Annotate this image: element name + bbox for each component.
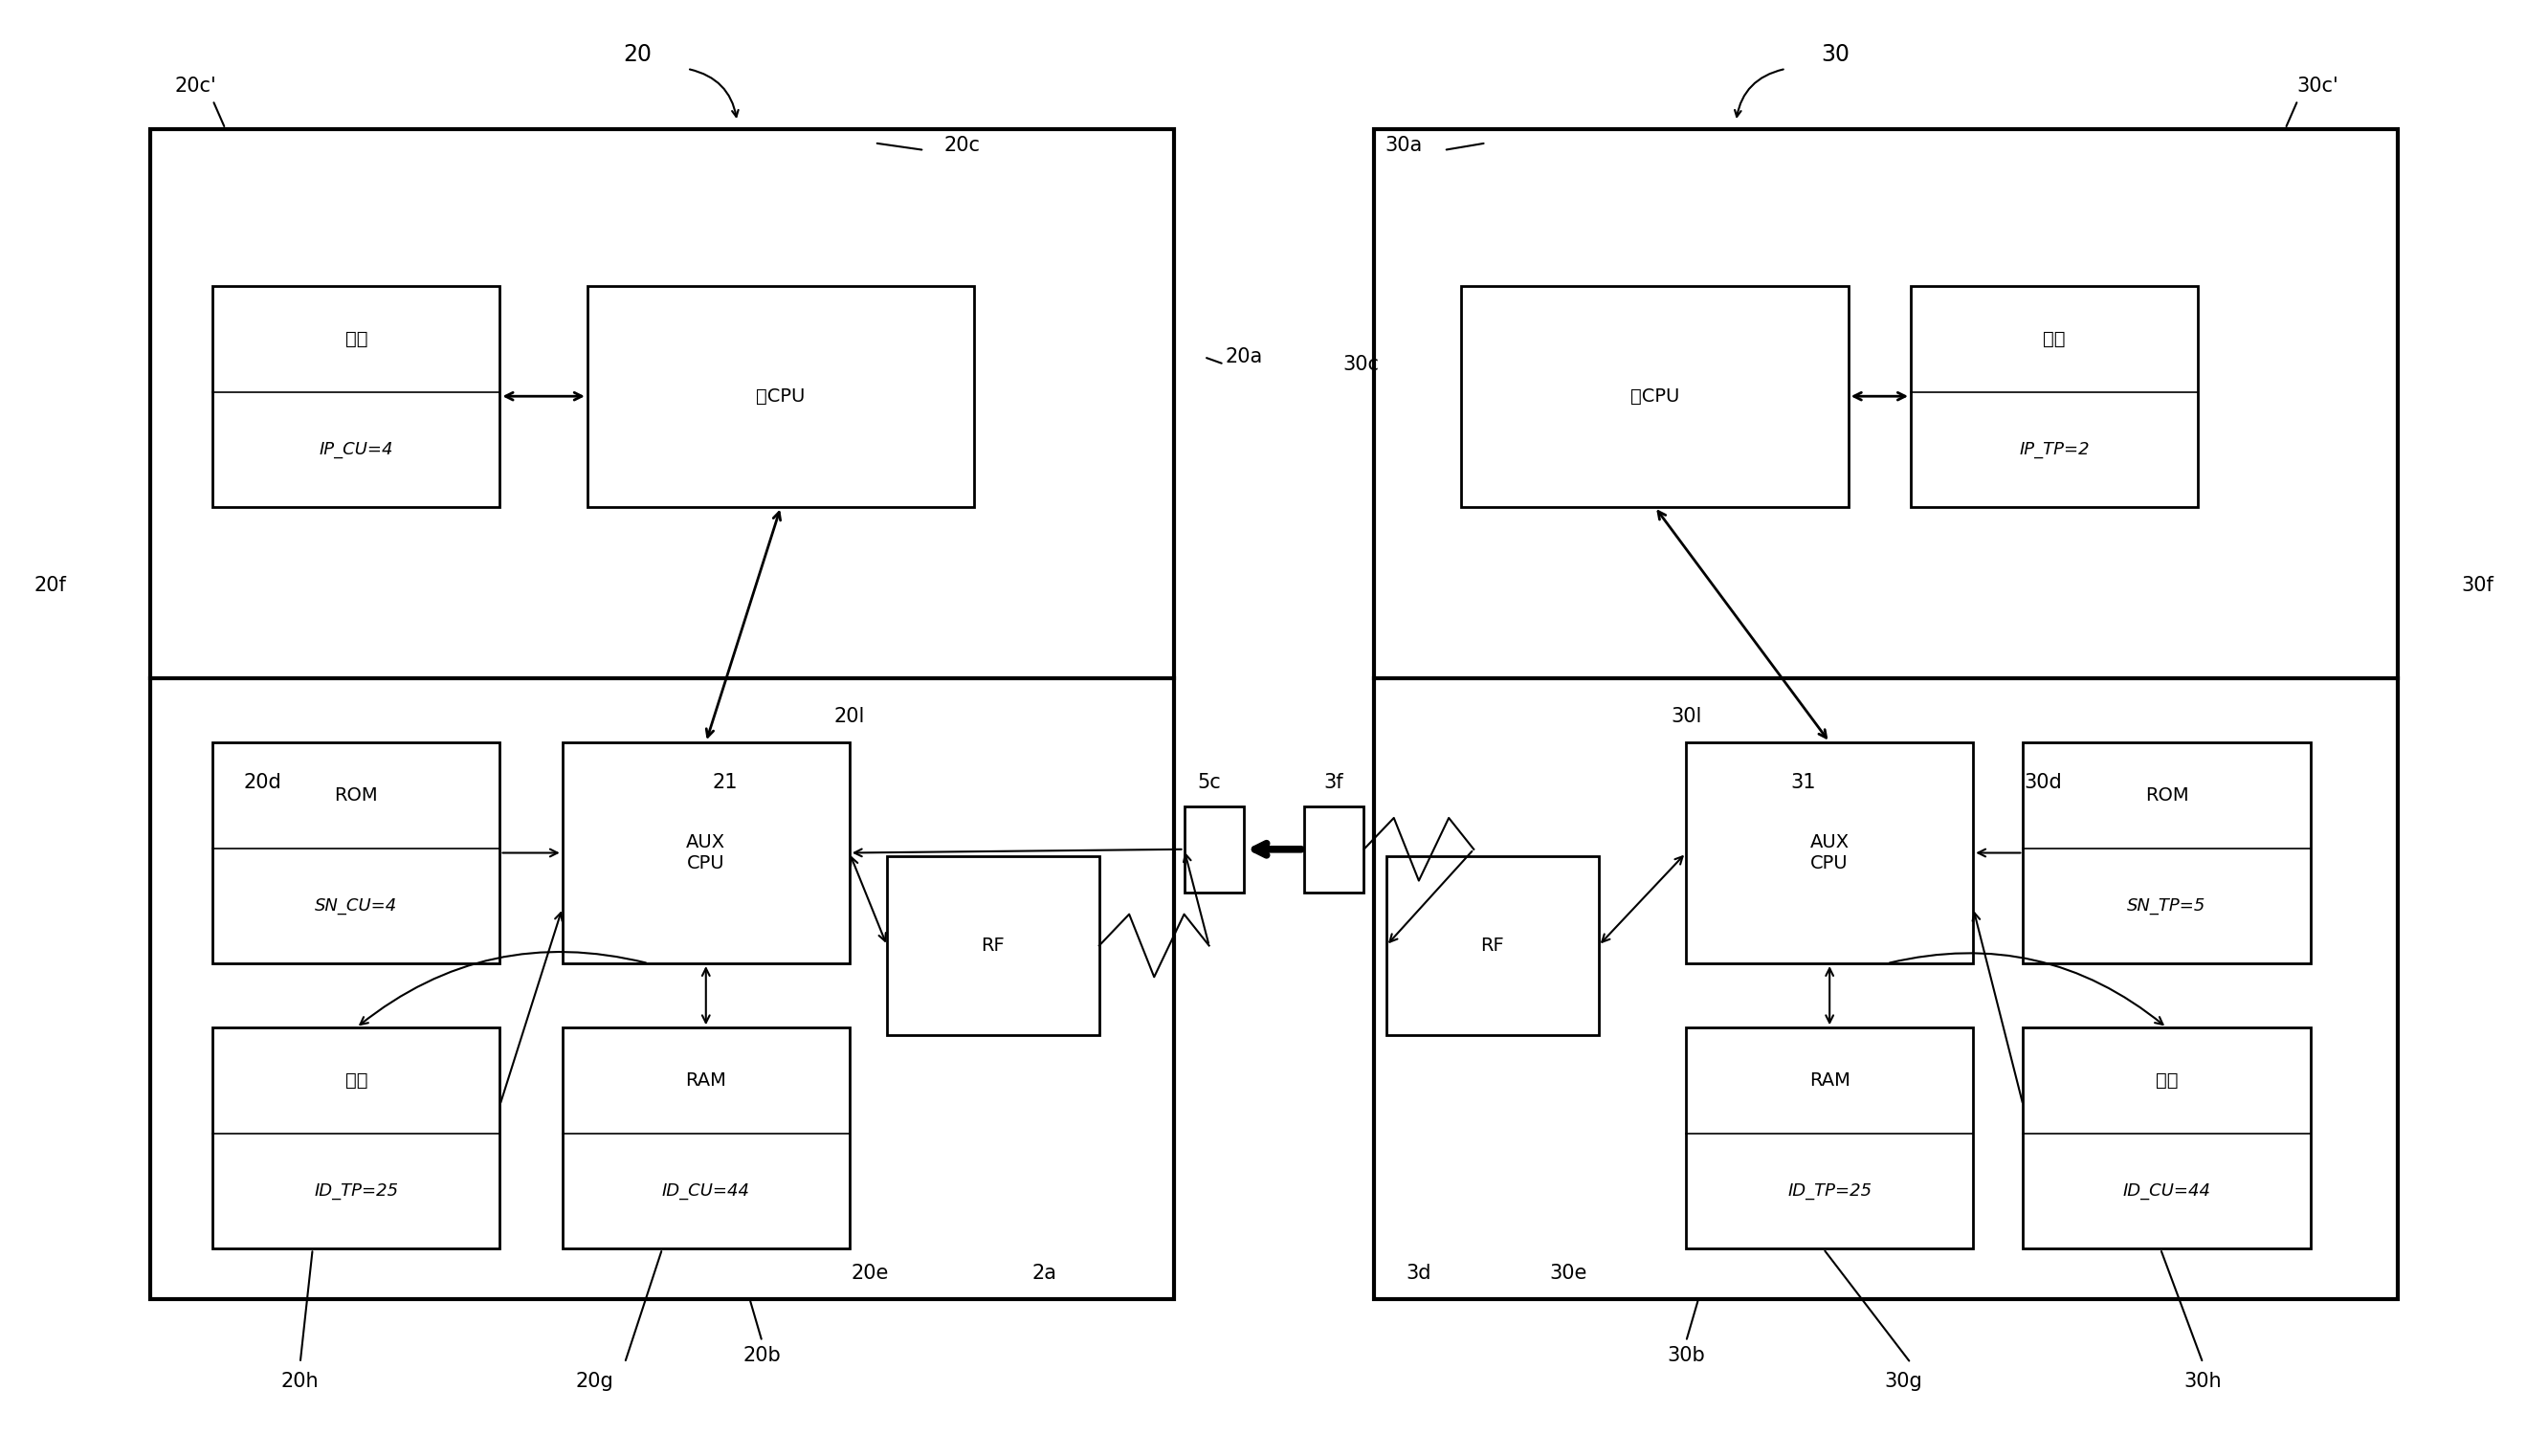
Bar [1185, 807, 1243, 893]
Text: 20a: 20a [1226, 348, 1264, 367]
Bar [1386, 856, 1598, 1035]
Text: ID_CU=44: ID_CU=44 [2122, 1182, 2212, 1200]
Text: 5c: 5c [1198, 773, 1220, 792]
Text: 20c': 20c' [173, 76, 217, 96]
Bar [1305, 807, 1363, 893]
Text: ROM: ROM [334, 786, 377, 804]
Text: 20: 20 [622, 44, 652, 66]
Text: RAM: RAM [685, 1072, 726, 1089]
Bar [1463, 285, 1847, 507]
Text: 3d: 3d [1406, 1264, 1432, 1283]
Text: IP_CU=4: IP_CU=4 [318, 441, 392, 459]
Text: RF: RF [981, 936, 1004, 955]
Text: RF: RF [1480, 936, 1503, 955]
Text: SN_CU=4: SN_CU=4 [316, 897, 397, 914]
Text: 21: 21 [711, 773, 736, 792]
Text: 2a: 2a [1032, 1264, 1057, 1283]
Text: 闪存: 闪存 [2043, 329, 2066, 348]
Text: 30g: 30g [1883, 1372, 1921, 1390]
Bar [1687, 743, 1972, 964]
Text: AUX
CPU: AUX CPU [685, 833, 726, 872]
Bar [2023, 743, 2311, 964]
Bar [563, 1028, 848, 1249]
Text: 20g: 20g [576, 1372, 614, 1390]
Bar [211, 285, 499, 507]
Bar [1911, 285, 2199, 507]
Text: 30d: 30d [2023, 773, 2061, 792]
Text: 20e: 20e [851, 1264, 889, 1283]
Bar [211, 743, 499, 964]
Text: 30f: 30f [2461, 575, 2494, 596]
Text: 闪存: 闪存 [344, 329, 367, 348]
Bar [887, 856, 1098, 1035]
Text: 30h: 30h [2184, 1372, 2222, 1390]
Text: ID_CU=44: ID_CU=44 [662, 1182, 749, 1200]
Text: 30e: 30e [1549, 1264, 1587, 1283]
Text: 20f: 20f [33, 575, 66, 596]
Bar [586, 285, 973, 507]
Text: 30l: 30l [1671, 708, 1702, 727]
Text: IP_TP=2: IP_TP=2 [2018, 441, 2089, 459]
Text: 闪存: 闪存 [2156, 1072, 2179, 1089]
Text: 30c: 30c [1343, 355, 1378, 374]
Bar [2023, 1028, 2311, 1249]
Bar [1373, 128, 2398, 1299]
Bar [211, 1028, 499, 1249]
Bar [150, 128, 1175, 1299]
Bar [1687, 1028, 1972, 1249]
Text: 20h: 20h [280, 1372, 318, 1390]
Text: 20b: 20b [744, 1347, 782, 1366]
Text: 主CPU: 主CPU [1631, 387, 1679, 405]
Bar [563, 743, 848, 964]
Text: ID_TP=25: ID_TP=25 [313, 1182, 397, 1200]
Text: RAM: RAM [1809, 1072, 1850, 1089]
Text: 30c': 30c' [2296, 76, 2339, 96]
Text: 主CPU: 主CPU [757, 387, 805, 405]
Text: SN_TP=5: SN_TP=5 [2128, 897, 2207, 914]
Text: 20c: 20c [943, 137, 981, 156]
Text: ROM: ROM [2145, 786, 2189, 804]
Text: 30: 30 [1822, 44, 1850, 66]
Text: 闪存: 闪存 [344, 1072, 367, 1089]
Text: 30b: 30b [1666, 1347, 1705, 1366]
Text: 20d: 20d [245, 773, 283, 792]
Text: 31: 31 [1791, 773, 1817, 792]
Text: 20l: 20l [833, 708, 864, 727]
Text: AUX
CPU: AUX CPU [1809, 833, 1850, 872]
Text: ID_TP=25: ID_TP=25 [1789, 1182, 1873, 1200]
Text: 3f: 3f [1325, 773, 1343, 792]
Text: 30a: 30a [1386, 137, 1422, 156]
